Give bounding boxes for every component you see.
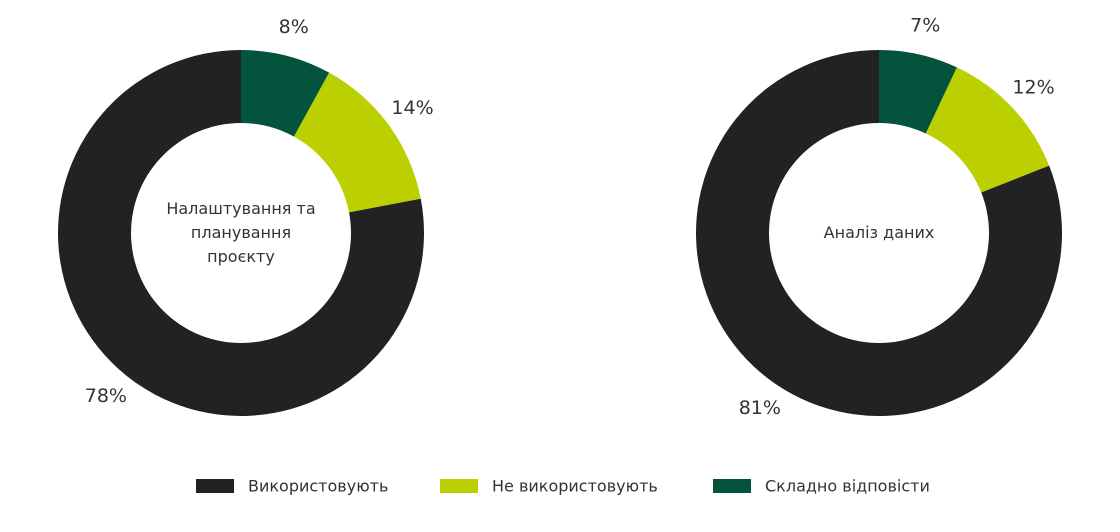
- value-label: 78%: [85, 385, 127, 407]
- legend-swatch: [196, 479, 234, 493]
- legend-swatch: [440, 479, 478, 493]
- value-label: 7%: [910, 15, 940, 37]
- legend-label: Складно відповісти: [765, 477, 930, 496]
- legend-label: Використовують: [248, 477, 388, 496]
- legend-swatch: [713, 479, 751, 493]
- slice: [879, 50, 957, 134]
- legend-label: Не використовують: [492, 477, 658, 496]
- value-label: 12%: [1012, 76, 1054, 98]
- value-label: 81%: [739, 397, 781, 419]
- slice: [58, 50, 424, 416]
- slice: [695, 50, 1062, 416]
- slice: [241, 50, 330, 137]
- center-title: Налаштування та планування проєкту: [166, 199, 316, 266]
- slice: [925, 67, 1050, 193]
- value-label: 8%: [279, 16, 309, 38]
- slice: [293, 72, 421, 213]
- value-label: 14%: [391, 97, 433, 119]
- center-title: Аналіз даних: [823, 223, 935, 242]
